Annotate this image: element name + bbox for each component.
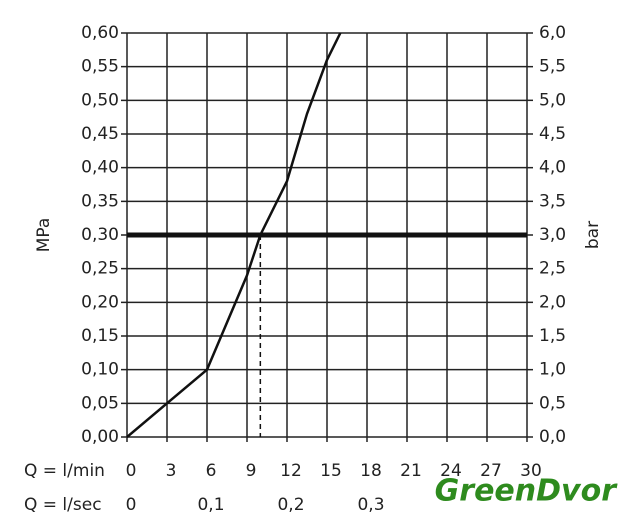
y2-tick-label: 3,0	[539, 225, 566, 245]
y2-axis-title: bar	[583, 221, 603, 249]
y2-tick-label: 4,0	[539, 158, 566, 178]
x-tick-label: 0	[126, 461, 137, 481]
y2-tick-label: 0,0	[539, 427, 566, 447]
x-tick-label: 27	[480, 461, 502, 481]
y-tick-label: 0,10	[81, 360, 119, 380]
x-tick-label: 6	[206, 461, 217, 481]
y-tick-label: 0,55	[81, 57, 119, 77]
y2-tick-label: 2,5	[539, 259, 566, 279]
x-tick-label: 21	[400, 461, 422, 481]
x-tick-label: 12	[280, 461, 302, 481]
x2-tick-label: 0	[126, 495, 137, 515]
y-tick-label: 0,15	[81, 326, 119, 346]
y2-tick-label: 1,0	[539, 360, 566, 380]
y-tick-label: 0,50	[81, 90, 119, 110]
x-tick-label: 18	[360, 461, 382, 481]
y-tick-label: 0,30	[81, 225, 119, 245]
x2-tick-label: 0,3	[357, 495, 384, 515]
y2-tick-label: 0,5	[539, 393, 566, 413]
y2-tick-label: 6,0	[539, 23, 566, 43]
x2-tick-label: 0,2	[277, 495, 304, 515]
y-tick-label: 0,20	[81, 292, 119, 312]
y-tick-label: 0,45	[81, 124, 119, 144]
y2-tick-label: 4,5	[539, 124, 566, 144]
y-axis-title: MPa	[34, 218, 54, 253]
x2-tick-label: 0,1	[197, 495, 224, 515]
x-axis-title: Q = l/min	[24, 461, 105, 481]
x-tick-label: 15	[320, 461, 342, 481]
x-tick-label: 30	[520, 461, 542, 481]
watermark: GreenDvor	[435, 474, 619, 509]
y2-tick-label: 5,0	[539, 90, 566, 110]
x2-axis-title: Q = l/sec	[24, 495, 102, 515]
y-tick-label: 0,60	[81, 23, 119, 43]
curve	[126, 32, 342, 438]
x-tick-label: 9	[246, 461, 257, 481]
y-tick-label: 0,40	[81, 158, 119, 178]
y-tick-label: 0,00	[81, 427, 119, 447]
y2-tick-label: 3,5	[539, 191, 566, 211]
y-tick-label: 0,25	[81, 259, 119, 279]
x-tick-label: 24	[440, 461, 462, 481]
y2-tick-label: 1,5	[539, 326, 566, 346]
y-tick-label: 0,05	[81, 393, 119, 413]
y-tick-label: 0,35	[81, 191, 119, 211]
y2-tick-label: 5,5	[539, 57, 566, 77]
x-tick-label: 3	[166, 461, 177, 481]
y2-tick-label: 2,0	[539, 292, 566, 312]
